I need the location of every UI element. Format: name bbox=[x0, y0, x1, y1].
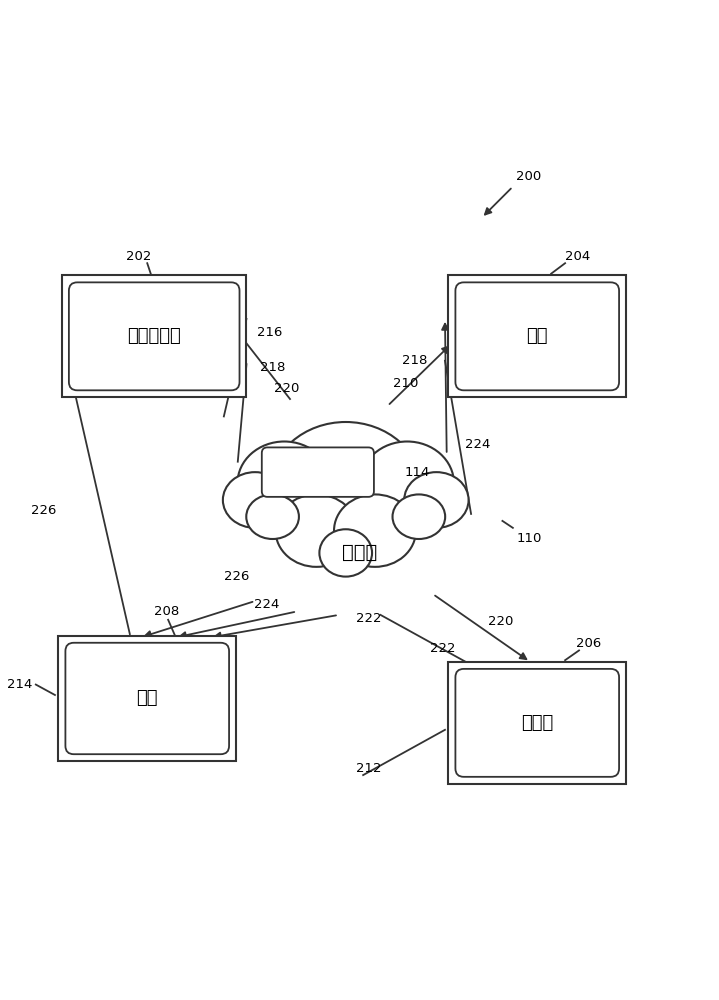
Ellipse shape bbox=[319, 529, 372, 577]
Text: 220: 220 bbox=[488, 615, 514, 628]
Text: 200: 200 bbox=[516, 170, 541, 183]
Ellipse shape bbox=[393, 494, 445, 539]
Text: 226: 226 bbox=[31, 504, 56, 517]
Text: 210: 210 bbox=[393, 377, 418, 390]
FancyBboxPatch shape bbox=[69, 282, 239, 390]
Text: 216: 216 bbox=[257, 326, 283, 339]
Text: 220: 220 bbox=[275, 382, 300, 395]
Text: 208: 208 bbox=[154, 605, 180, 618]
Ellipse shape bbox=[334, 494, 416, 567]
Text: 214: 214 bbox=[7, 678, 32, 691]
Bar bbox=[449, 662, 626, 784]
Text: 222: 222 bbox=[356, 612, 382, 625]
Ellipse shape bbox=[223, 472, 287, 528]
Bar bbox=[62, 275, 247, 397]
FancyBboxPatch shape bbox=[262, 447, 374, 497]
Text: 抽象层: 抽象层 bbox=[342, 543, 377, 562]
Text: 218: 218 bbox=[260, 361, 285, 374]
Ellipse shape bbox=[360, 441, 454, 525]
Text: 门架: 门架 bbox=[526, 327, 548, 345]
Text: 222: 222 bbox=[430, 642, 456, 655]
FancyBboxPatch shape bbox=[455, 282, 619, 390]
Text: 218: 218 bbox=[403, 354, 428, 367]
Text: 224: 224 bbox=[465, 438, 490, 451]
Text: 202: 202 bbox=[127, 250, 152, 263]
Text: 224: 224 bbox=[255, 598, 280, 611]
Bar bbox=[58, 636, 236, 761]
Ellipse shape bbox=[270, 422, 422, 556]
Text: 206: 206 bbox=[575, 637, 601, 650]
Ellipse shape bbox=[237, 441, 331, 525]
Text: 机器人: 机器人 bbox=[521, 714, 554, 732]
Text: 226: 226 bbox=[224, 570, 249, 583]
Ellipse shape bbox=[247, 494, 299, 539]
FancyBboxPatch shape bbox=[65, 643, 229, 754]
FancyBboxPatch shape bbox=[455, 669, 619, 777]
Text: 传送: 传送 bbox=[137, 689, 158, 707]
Text: 204: 204 bbox=[565, 250, 590, 263]
Text: 110: 110 bbox=[516, 532, 541, 545]
Ellipse shape bbox=[275, 494, 357, 567]
Bar bbox=[449, 275, 626, 397]
Text: 产品控制器: 产品控制器 bbox=[127, 327, 181, 345]
Ellipse shape bbox=[404, 472, 469, 528]
Text: 212: 212 bbox=[356, 762, 382, 775]
Text: 114: 114 bbox=[405, 466, 430, 479]
